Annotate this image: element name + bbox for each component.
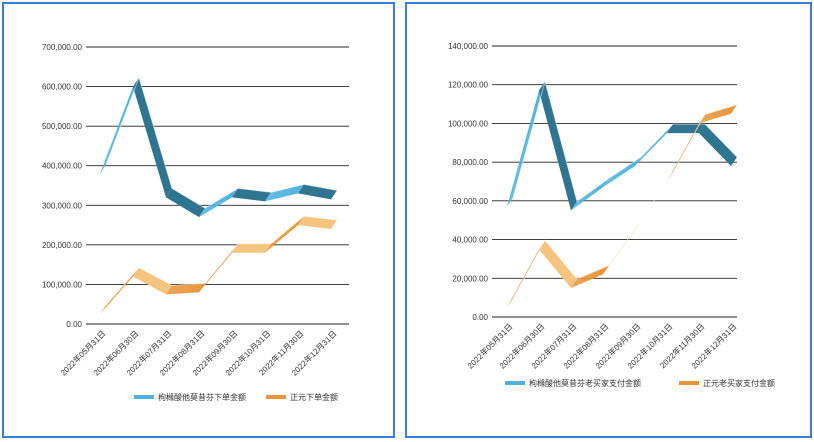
series-1-segment [199,188,238,218]
legend-label: 枸橼酸他莫昔芬下单金额 [158,392,246,402]
series-1-segment [298,184,337,200]
y-tick-label: 700,000.00 [42,43,83,52]
y-tick-label: 140,000.00 [448,42,489,51]
series-2-segment [539,240,577,288]
y-tick-label: 120,000.00 [448,81,489,90]
y-tick-label: 600,000.00 [42,83,83,92]
series-1-segment [699,124,737,167]
y-tick-label: 0.00 [66,320,82,329]
y-tick-label: 60,000.00 [452,197,488,206]
legend-label: 正元老买家支付金额 [703,378,775,388]
series-1-segment [265,184,304,202]
y-tick-label: 100,000.00 [448,119,489,128]
series-edge [105,215,338,306]
series-2-segment [571,265,609,288]
chart-left: 0.00 100,000.00 200,000.00 300,000.00 400,00… [42,43,349,402]
y-tick-label: 40,000.00 [452,236,488,245]
chart-panel-left: 0.00 100,000.00 200,000.00 300,000.00 400,00… [2,2,395,438]
y-tick-label: 400,000.00 [42,162,83,171]
legend-label: 枸橼酸他莫昔芬老买家支付金额 [529,378,641,388]
legend-label: 正元下单金额 [290,392,338,402]
series-1-segment [507,81,545,207]
series-1-segment [166,188,205,218]
legend-swatch [134,395,154,399]
series-2-segment [699,104,737,124]
legend-swatch [266,395,286,399]
legend-swatch [505,381,525,385]
y-tick-label: 80,000.00 [452,158,488,167]
series-2-segment [232,243,271,253]
chart-panel-right: 0.00 20,000.00 40,000.00 60,000.00 80,000.00… [405,2,812,438]
series-1-segment [133,77,172,198]
series-1-segment [603,157,641,188]
series-edge [105,76,338,209]
series-2-segment [166,283,205,295]
series-1-segment [571,178,609,211]
y-tick-label: 500,000.00 [42,122,83,131]
series-edge [512,104,738,299]
y-tick-label: 0.00 [472,313,488,322]
legend-swatch [679,381,699,385]
series-2-segment [133,267,172,295]
y-tick-label: 100,000.00 [42,280,83,289]
series-1-segment [100,77,139,174]
chart-right: 0.00 20,000.00 40,000.00 60,000.00 80,000.00… [448,42,775,388]
y-tick-label: 20,000.00 [452,274,488,283]
series-1-segment [539,81,577,211]
y-tick-label: 300,000.00 [42,201,83,210]
y-tick-label: 200,000.00 [42,241,83,250]
series-2-segment [265,216,304,253]
